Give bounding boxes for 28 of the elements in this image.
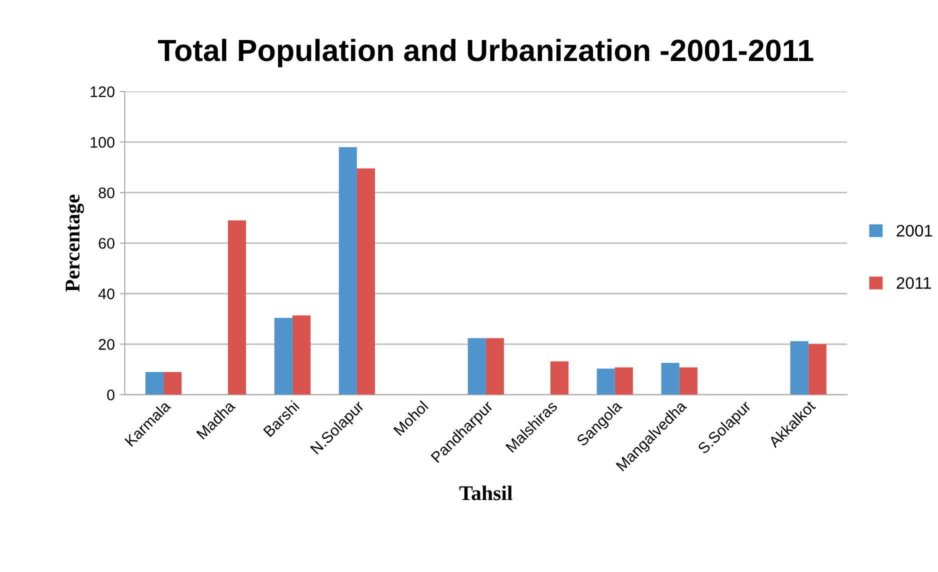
bar: [163, 372, 182, 395]
bar: [468, 338, 486, 395]
y-tick-label: 100: [90, 136, 114, 148]
bar: [145, 372, 164, 395]
bar: [661, 362, 680, 395]
bar: [614, 367, 633, 395]
bar: [274, 318, 292, 395]
y-tick-label: 40: [98, 288, 114, 300]
x-axis-title: Tahsil: [459, 486, 512, 500]
y-tick-label: 120: [90, 86, 114, 98]
chart-title: Total Population and Urbanization -2001-2011: [158, 38, 814, 68]
bar: [596, 368, 615, 395]
legend-label: 2011: [896, 277, 931, 289]
bar: [292, 315, 310, 395]
bar: [338, 147, 357, 395]
bar: [228, 220, 246, 395]
bar: [808, 344, 826, 395]
legend-label: 2001: [896, 224, 932, 237]
y-tick-label: 0: [107, 390, 114, 400]
bar: [550, 361, 568, 395]
y-tick-label: 80: [98, 187, 114, 198]
y-tick-label: 20: [98, 339, 114, 350]
bar: [790, 341, 808, 395]
bar: [356, 168, 375, 395]
bar: [486, 338, 504, 395]
y-tick-label: 60: [98, 238, 114, 249]
y-axis-title: Percentage: [66, 194, 84, 292]
bar: [679, 367, 698, 395]
